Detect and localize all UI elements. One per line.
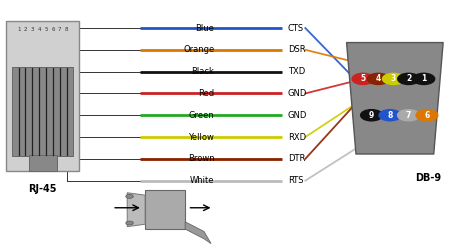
Circle shape (398, 110, 419, 121)
FancyBboxPatch shape (29, 155, 56, 171)
Polygon shape (127, 193, 145, 227)
Text: 4: 4 (375, 74, 381, 83)
Polygon shape (185, 222, 211, 244)
Text: 3: 3 (391, 74, 396, 83)
Text: 1: 1 (17, 27, 20, 32)
Circle shape (398, 73, 419, 85)
Text: 6: 6 (51, 27, 55, 32)
Text: 6: 6 (424, 111, 429, 120)
Text: 1: 1 (421, 74, 427, 83)
Text: DSR: DSR (288, 45, 306, 54)
Circle shape (367, 73, 389, 85)
Circle shape (361, 110, 383, 121)
FancyBboxPatch shape (12, 67, 73, 156)
Text: 7: 7 (58, 27, 62, 32)
FancyBboxPatch shape (6, 21, 79, 171)
Circle shape (126, 195, 133, 198)
Text: RXD: RXD (288, 133, 306, 142)
Text: 5: 5 (44, 27, 48, 32)
Circle shape (352, 73, 374, 85)
Text: 8: 8 (387, 111, 392, 120)
Text: RTS: RTS (288, 176, 303, 185)
Circle shape (383, 73, 404, 85)
Text: CTS: CTS (288, 24, 304, 33)
Text: Yellow: Yellow (189, 133, 214, 142)
Text: TXD: TXD (288, 67, 305, 76)
Text: DTR: DTR (288, 154, 305, 163)
Text: GND: GND (288, 89, 307, 98)
Text: GND: GND (288, 111, 307, 120)
Text: DB-9: DB-9 (415, 173, 441, 183)
Text: 5: 5 (361, 74, 365, 83)
Text: 4: 4 (37, 27, 41, 32)
Text: 7: 7 (406, 111, 411, 120)
Text: Blue: Blue (195, 24, 214, 33)
Text: Brown: Brown (188, 154, 214, 163)
Text: 3: 3 (31, 27, 34, 32)
Circle shape (413, 73, 435, 85)
Text: Black: Black (191, 67, 214, 76)
Polygon shape (346, 43, 443, 154)
Circle shape (379, 110, 401, 121)
FancyBboxPatch shape (145, 190, 185, 229)
Circle shape (126, 221, 133, 225)
Text: White: White (190, 176, 214, 185)
Text: Green: Green (189, 111, 214, 120)
Text: 2: 2 (24, 27, 27, 32)
Circle shape (416, 110, 438, 121)
Text: Orange: Orange (183, 45, 214, 54)
Text: Red: Red (198, 89, 214, 98)
Text: 8: 8 (65, 27, 68, 32)
Text: 9: 9 (369, 111, 374, 120)
Text: 2: 2 (406, 74, 411, 83)
Text: RJ-45: RJ-45 (28, 184, 57, 194)
